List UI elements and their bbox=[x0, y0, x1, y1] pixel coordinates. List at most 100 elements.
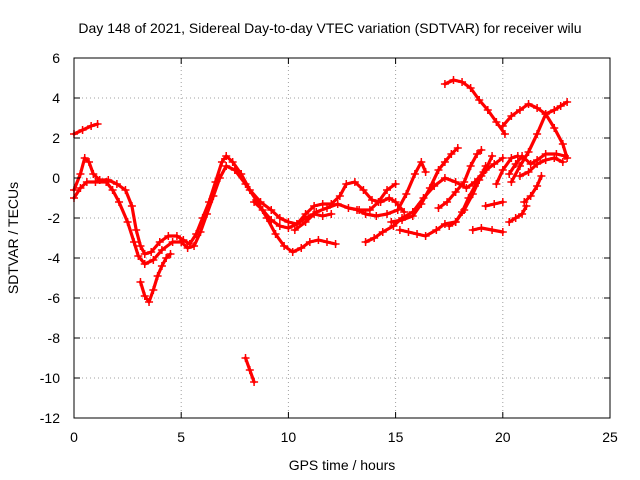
data-point-marker bbox=[215, 174, 224, 182]
data-point-marker bbox=[560, 152, 569, 160]
series-line bbox=[72, 122, 100, 136]
data-point-marker bbox=[202, 210, 211, 218]
x-tick-label: 25 bbox=[602, 429, 618, 445]
data-point-marker bbox=[522, 202, 531, 210]
series-track-15 bbox=[481, 198, 507, 210]
data-point-marker bbox=[297, 244, 306, 252]
series-line bbox=[471, 226, 505, 234]
data-point-marker bbox=[563, 98, 572, 106]
data-point-marker bbox=[147, 248, 156, 256]
series-track-6 bbox=[250, 178, 409, 232]
data-point-marker bbox=[374, 198, 383, 206]
data-point-marker bbox=[507, 154, 516, 162]
axis-ticks: 0 5 10 15 20 25 -12 -10 -8 -6 -4 -2 0 2 4 6 bbox=[40, 50, 618, 445]
data-point-marker bbox=[515, 162, 524, 170]
data-point-marker bbox=[93, 120, 102, 128]
data-point-marker bbox=[550, 154, 559, 162]
data-point-marker bbox=[466, 162, 475, 170]
y-tick-label: 2 bbox=[52, 130, 60, 146]
data-point-marker bbox=[391, 198, 400, 206]
data-point-marker bbox=[130, 238, 139, 246]
data-point-marker bbox=[318, 200, 327, 208]
data-point-marker bbox=[417, 200, 426, 208]
data-point-marker bbox=[466, 84, 475, 92]
data-point-marker bbox=[383, 210, 392, 218]
data-point-marker bbox=[507, 112, 516, 120]
series-track-3 bbox=[70, 162, 340, 268]
data-point-marker bbox=[258, 206, 267, 214]
data-point-marker bbox=[550, 106, 559, 114]
data-point-marker bbox=[385, 194, 394, 202]
data-point-marker bbox=[533, 104, 542, 112]
data-point-marker bbox=[524, 100, 533, 108]
data-point-marker bbox=[440, 80, 449, 88]
data-point-marker bbox=[477, 224, 486, 232]
data-point-marker bbox=[331, 240, 340, 248]
data-point-marker bbox=[350, 178, 359, 186]
data-point-marker bbox=[526, 192, 535, 200]
data-point-marker bbox=[271, 230, 280, 238]
data-point-marker bbox=[443, 198, 452, 206]
data-point-marker bbox=[477, 146, 486, 154]
series-track-5 bbox=[241, 354, 259, 386]
series-track-20 bbox=[515, 154, 567, 180]
data-point-marker bbox=[458, 208, 467, 216]
data-point-marker bbox=[288, 248, 297, 256]
data-point-marker bbox=[230, 166, 239, 174]
data-point-marker bbox=[515, 172, 524, 180]
data-point-marker bbox=[359, 186, 368, 194]
data-point-marker bbox=[481, 202, 490, 210]
data-point-marker bbox=[91, 178, 100, 186]
data-point-marker bbox=[87, 122, 96, 130]
data-point-marker bbox=[440, 220, 449, 228]
data-point-marker bbox=[498, 154, 507, 162]
data-point-marker bbox=[537, 172, 546, 180]
data-point-marker bbox=[149, 256, 158, 264]
data-point-marker bbox=[284, 224, 293, 232]
data-point-marker bbox=[410, 170, 419, 178]
series-line bbox=[72, 164, 338, 266]
data-point-marker bbox=[498, 228, 507, 236]
data-point-marker bbox=[445, 222, 454, 230]
data-point-marker bbox=[250, 378, 259, 386]
data-point-marker bbox=[421, 168, 430, 176]
data-point-marker bbox=[449, 76, 458, 84]
x-tick-label: 15 bbox=[388, 429, 404, 445]
data-point-marker bbox=[155, 238, 164, 246]
data-point-marker bbox=[468, 226, 477, 234]
data-point-marker bbox=[393, 206, 402, 214]
data-point-marker bbox=[183, 244, 192, 252]
data-point-marker bbox=[344, 204, 353, 212]
data-point-marker bbox=[453, 144, 462, 152]
data-point-marker bbox=[162, 254, 171, 262]
data-point-marker bbox=[408, 212, 417, 220]
data-point-marker bbox=[327, 210, 336, 218]
data-point-marker bbox=[541, 110, 550, 118]
data-point-marker bbox=[310, 202, 319, 210]
data-point-marker bbox=[177, 238, 186, 246]
y-tick-label: 4 bbox=[52, 90, 60, 106]
data-point-marker bbox=[498, 166, 507, 174]
data-point-marker bbox=[500, 130, 509, 138]
data-point-marker bbox=[440, 158, 449, 166]
data-point-marker bbox=[222, 162, 231, 170]
data-point-marker bbox=[149, 286, 158, 294]
data-point-marker bbox=[413, 230, 422, 238]
data-point-marker bbox=[290, 226, 299, 234]
data-point-marker bbox=[417, 158, 426, 166]
data-point-marker bbox=[518, 210, 527, 218]
data-point-marker bbox=[361, 238, 370, 246]
data-point-marker bbox=[447, 150, 456, 158]
data-point-marker bbox=[490, 200, 499, 208]
data-point-marker bbox=[524, 148, 533, 156]
data-point-marker bbox=[372, 212, 381, 220]
data-point-marker bbox=[157, 262, 166, 270]
data-point-marker bbox=[322, 204, 331, 212]
data-point-marker bbox=[164, 232, 173, 240]
data-point-marker bbox=[498, 122, 507, 130]
x-axis-label: GPS time / hours bbox=[289, 457, 396, 473]
data-point-marker bbox=[481, 162, 490, 170]
data-point-marker bbox=[470, 182, 479, 190]
data-point-marker bbox=[134, 252, 143, 260]
data-point-marker bbox=[335, 192, 344, 200]
